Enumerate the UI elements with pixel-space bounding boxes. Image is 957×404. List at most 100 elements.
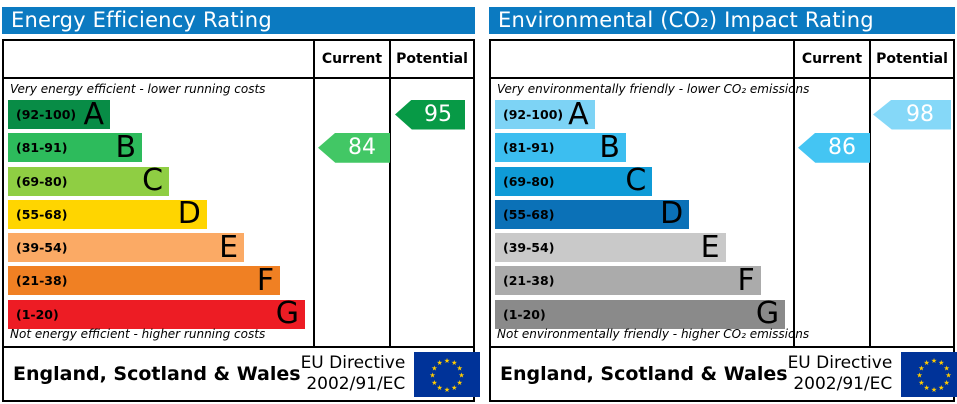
- band-range: (21-38): [16, 273, 68, 289]
- band-list: (92-100) A (81-91) B (69-80) C: [495, 96, 788, 333]
- band-bar-a: (92-100) A: [495, 96, 595, 132]
- band-range: (81-91): [503, 140, 555, 156]
- header-divider: [491, 77, 953, 79]
- svg-text:★: ★: [946, 371, 952, 379]
- band-bar-b: (81-91) B: [495, 129, 626, 165]
- band-letter: G: [755, 296, 780, 332]
- band-row-d: (55-68) D: [495, 196, 788, 232]
- region-label: England, Scotland & Wales: [500, 363, 788, 385]
- band-range: (81-91): [16, 140, 68, 156]
- band-range: (1-20): [16, 306, 59, 322]
- eu-directive-line2: 2002/91/EC: [793, 374, 893, 394]
- svg-text:★: ★: [459, 371, 465, 379]
- band-row-c: (69-80) C: [495, 163, 788, 199]
- band-letter: D: [177, 196, 201, 232]
- eu-directive-line2: 2002/91/EC: [306, 374, 406, 394]
- band-letter: A: [83, 96, 104, 132]
- svg-text:★: ★: [944, 378, 950, 386]
- band-bar-f: (21-38) F: [8, 262, 281, 298]
- band-bar-f: (21-38) F: [495, 262, 761, 298]
- band-row-c: (69-80) C: [8, 163, 308, 199]
- svg-text:★: ★: [938, 384, 944, 392]
- band-bar-d: (55-68) D: [8, 196, 207, 232]
- band-row-g: (1-20) G: [8, 296, 308, 332]
- header-divider: [4, 77, 473, 79]
- svg-text:★: ★: [919, 364, 925, 372]
- svg-text:★: ★: [924, 384, 930, 392]
- top-note: Very energy efficient - lower running co…: [10, 82, 266, 96]
- band-letter: F: [737, 262, 755, 298]
- svg-text:★: ★: [917, 371, 923, 379]
- potential-column: Potential 95: [391, 41, 473, 346]
- band-range: (92-100): [503, 107, 564, 122]
- svg-text:★: ★: [944, 364, 950, 372]
- band-row-a: (92-100) A: [8, 96, 308, 132]
- band-bar-a: (92-100) A: [8, 96, 110, 132]
- svg-text:★: ★: [451, 384, 457, 392]
- band-row-e: (39-54) E: [495, 229, 788, 265]
- current-rating-arrow: 84: [318, 132, 390, 163]
- current-rating-arrow: 86: [798, 132, 870, 163]
- band-list: (92-100) A (81-91) B (69-80) C: [8, 96, 308, 333]
- panel-title: Energy Efficiency Rating: [2, 7, 475, 34]
- band-letter: B: [599, 129, 620, 165]
- band-range: (1-20): [503, 306, 546, 322]
- panel-footer: England, Scotland & Wales EU Directive 2…: [489, 346, 957, 402]
- band-bar-e: (39-54) E: [495, 229, 726, 265]
- band-range: (55-68): [503, 206, 555, 222]
- eu-directive-line1: EU Directive: [300, 353, 406, 373]
- band-range: (39-54): [503, 240, 555, 256]
- band-letter: C: [625, 163, 647, 199]
- band-row-e: (39-54) E: [8, 229, 308, 265]
- band-row-f: (21-38) F: [8, 262, 308, 298]
- eu-directive-label: EU Directive 2002/91/EC: [788, 353, 893, 395]
- band-bar-e: (39-54) E: [8, 229, 245, 265]
- band-range: (21-38): [503, 273, 555, 289]
- svg-text:★: ★: [919, 378, 925, 386]
- band-row-b: (81-91) B: [8, 129, 308, 165]
- bands-area: Very environmentally friendly - lower CO…: [491, 41, 809, 346]
- panel-title: Environmental (CO₂) Impact Rating: [489, 7, 955, 34]
- potential-rating-arrow: 95: [395, 99, 465, 130]
- energy-efficiency-panel: Energy Efficiency Rating Very energy eff…: [2, 0, 481, 402]
- svg-text:★: ★: [444, 357, 450, 365]
- band-bar-c: (69-80) C: [8, 163, 170, 199]
- current-column: Current 84: [313, 41, 391, 346]
- band-row-b: (81-91) B: [495, 129, 788, 165]
- band-letter: E: [219, 229, 239, 265]
- band-letter: D: [660, 196, 684, 232]
- band-letter: F: [256, 262, 275, 298]
- bottom-note: Not energy efficient - higher running co…: [10, 327, 266, 341]
- current-column: Current 86: [793, 41, 871, 346]
- svg-text:★: ★: [938, 358, 944, 366]
- region-label: England, Scotland & Wales: [13, 363, 301, 385]
- top-note: Very environmentally friendly - lower CO…: [497, 82, 810, 96]
- svg-text:★: ★: [931, 357, 937, 365]
- band-bar-c: (69-80) C: [495, 163, 653, 199]
- eu-directive-label: EU Directive 2002/91/EC: [301, 353, 406, 395]
- svg-text:★: ★: [432, 378, 438, 386]
- band-range: (69-80): [16, 173, 68, 189]
- band-range: (39-54): [16, 240, 68, 256]
- svg-text:★: ★: [457, 378, 463, 386]
- svg-text:★: ★: [437, 358, 443, 366]
- rating-chart: Very environmentally friendly - lower CO…: [489, 39, 955, 348]
- potential-header: Potential: [396, 51, 468, 67]
- band-letter: B: [115, 129, 137, 165]
- band-bar-g: (1-20) G: [8, 296, 305, 332]
- bottom-note: Not environmentally friendly - higher CO…: [497, 327, 810, 341]
- svg-text:★: ★: [457, 364, 463, 372]
- band-letter: A: [568, 96, 589, 132]
- potential-header: Potential: [876, 51, 948, 67]
- svg-text:★: ★: [444, 386, 450, 394]
- environmental-impact-panel: Environmental (CO₂) Impact Rating Very e…: [489, 0, 957, 402]
- potential-rating-arrow: 98: [873, 99, 951, 130]
- band-bar-d: (55-68) D: [495, 196, 690, 232]
- panel-footer: England, Scotland & Wales EU Directive 2…: [2, 346, 481, 402]
- eu-flag-icon: ★ ★★ ★★★ ★★★ ★★★: [901, 351, 957, 397]
- band-letter: E: [700, 229, 720, 265]
- bands-area: Very energy efficient - lower running co…: [4, 41, 311, 346]
- band-letter: G: [275, 296, 299, 332]
- band-row-d: (55-68) D: [8, 196, 308, 232]
- band-letter: C: [142, 163, 164, 199]
